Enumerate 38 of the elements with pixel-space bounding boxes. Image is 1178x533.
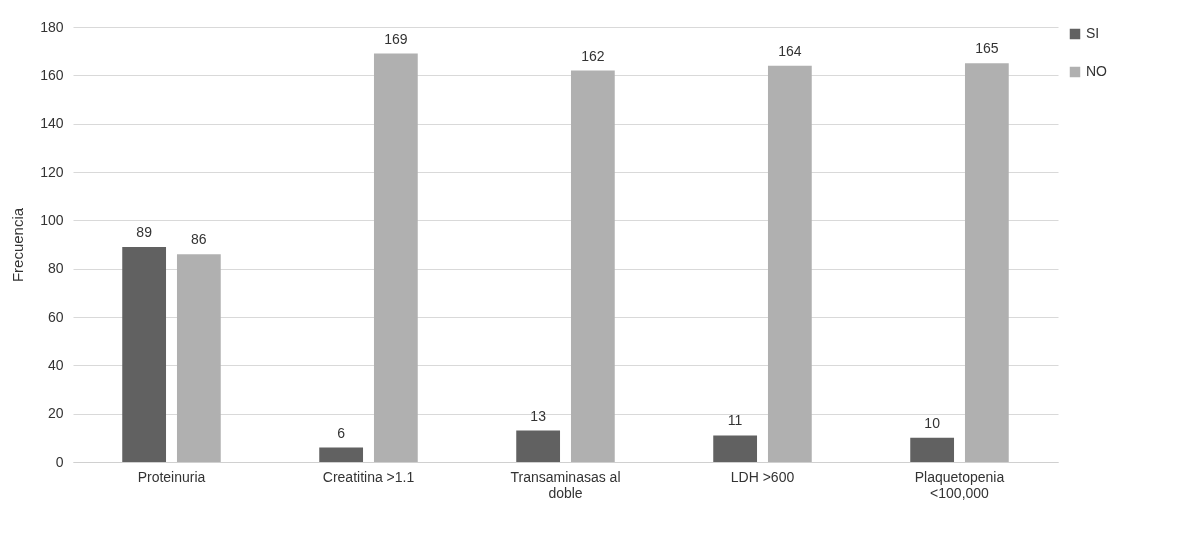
data-label: 13 (530, 407, 547, 424)
y-tick-label: 160 (40, 66, 64, 83)
y-tick-label: 180 (40, 18, 64, 35)
data-label: 10 (924, 414, 941, 431)
data-label: 89 (136, 223, 153, 240)
bar (319, 447, 364, 462)
x-tick-label: Proteinuria (137, 468, 206, 485)
bar (713, 435, 758, 462)
x-tick-label: LDH >600 (730, 468, 795, 485)
x-tick-label: Plaquetopenia <100,000 (914, 468, 1005, 501)
y-tick-label: 0 (55, 453, 64, 470)
x-tick-label: Creatitina >1.1 (322, 468, 415, 485)
bar (176, 254, 221, 462)
y-tick-label: 80 (47, 260, 64, 277)
data-label: 6 (337, 424, 346, 441)
bar (516, 430, 561, 462)
y-tick-label: 40 (47, 356, 64, 373)
y-tick-label: 120 (40, 163, 64, 180)
bar (910, 437, 955, 462)
data-label: 86 (191, 231, 207, 248)
bar (964, 63, 1009, 462)
data-label: 162 (581, 47, 605, 64)
y-tick-label: 60 (47, 308, 64, 325)
bar (767, 65, 812, 462)
bar (570, 70, 615, 462)
y-tick-label: 20 (47, 405, 64, 422)
bar (122, 246, 167, 462)
data-label: 164 (778, 42, 802, 59)
bar (373, 53, 418, 462)
data-label: 165 (975, 40, 999, 57)
y-tick-label: 140 (40, 115, 64, 132)
data-label: 11 (727, 412, 743, 429)
legend-label: SI (1086, 25, 1100, 41)
data-label: 169 (384, 30, 408, 47)
y-tick-label: 100 (40, 211, 64, 228)
x-tick-label: Transaminasas al doble (510, 468, 621, 501)
legend-label: NO (1086, 63, 1108, 79)
y-axis-title: Frecuencia (9, 207, 27, 283)
